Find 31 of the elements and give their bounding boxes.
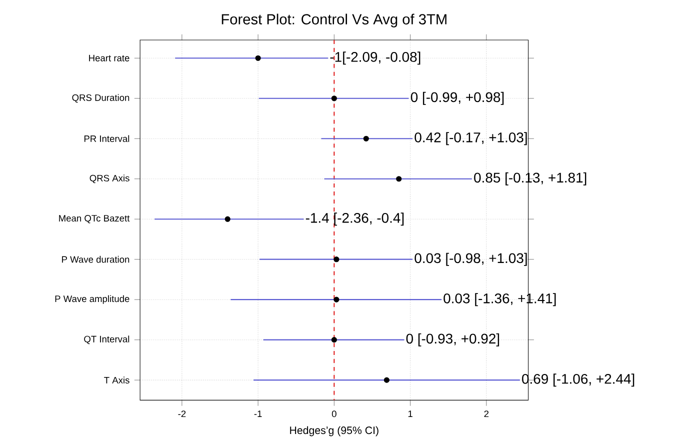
x-axis-title: Hedges’g (95% CI) <box>290 426 378 436</box>
point <box>396 176 402 182</box>
annotation: 0 [-0.93, +0.92] <box>406 334 500 347</box>
annotation: 0.42 [-0.17, +1.03] <box>414 132 527 146</box>
point <box>334 297 340 303</box>
x-tick-label: 0 <box>332 410 336 418</box>
point <box>331 337 337 343</box>
annotation: 0.03 [-0.98, +1.03] <box>414 253 527 266</box>
y-tick-label: QRS Axis <box>90 174 130 184</box>
annotation: -1.4 [-2.36, -0.4] <box>306 212 404 226</box>
y-tick-label: Heart rate <box>89 55 130 62</box>
point <box>255 56 261 62</box>
y-tick-label: QT Interval <box>84 336 130 344</box>
point <box>334 256 340 262</box>
x-tick-label: 1 <box>408 410 412 418</box>
y-tick-label: Mean QTc Bazett <box>59 215 130 224</box>
y-tick-label: P Wave duration <box>62 256 130 263</box>
y-tick-label: P Wave amplitude <box>55 295 130 304</box>
chart-title: Forest Plot: Control Vs Avg of 3TM <box>222 14 446 28</box>
annotation: 0 [-0.99, +0.98] <box>410 92 504 106</box>
y-tick-label: PR Interval <box>84 135 130 142</box>
point <box>384 378 390 384</box>
y-tick-label: QRS Duration <box>72 94 130 103</box>
y-tick-label: T Axis <box>104 376 130 384</box>
point <box>363 136 369 142</box>
x-tick-label: -2 <box>178 410 186 418</box>
point <box>331 96 337 102</box>
x-tick-label: -1 <box>254 410 262 418</box>
x-tick-label: 2 <box>484 410 489 418</box>
point <box>224 216 230 222</box>
annotation: -1[-2.09, -0.08] <box>330 52 420 65</box>
